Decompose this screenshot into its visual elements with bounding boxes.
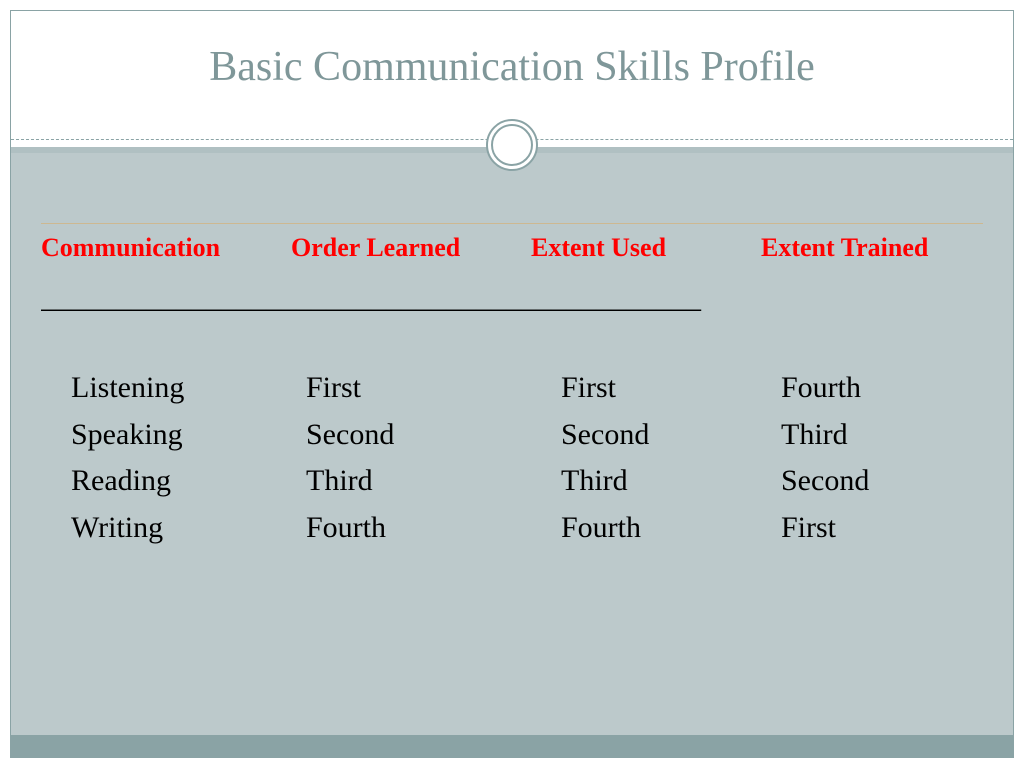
header-underline: ________________________________________… — [41, 281, 983, 315]
table-row: Speaking Second Second Third — [71, 412, 983, 459]
header-extent-used: Extent Used — [531, 233, 761, 263]
body-area: Communication Order Learned Extent Used … — [11, 153, 1013, 735]
cell: Writing — [71, 505, 306, 552]
header-communication: Communication — [41, 233, 291, 263]
slide-title: Basic Communication Skills Profile — [11, 43, 1013, 91]
cell: First — [306, 365, 561, 412]
header-extent-trained: Extent Trained — [761, 233, 981, 263]
cell: Third — [306, 458, 561, 505]
cell: Speaking — [71, 412, 306, 459]
cell: Fourth — [561, 505, 781, 552]
cell: Third — [781, 412, 961, 459]
table-row: Writing Fourth Fourth First — [71, 505, 983, 552]
cell: Third — [561, 458, 781, 505]
cell: First — [781, 505, 961, 552]
table-row: Listening First First Fourth — [71, 365, 983, 412]
thin-accent-line — [41, 223, 983, 224]
table-header-row: Communication Order Learned Extent Used … — [41, 233, 983, 263]
cell: Second — [781, 458, 961, 505]
header-order-learned: Order Learned — [291, 233, 531, 263]
table-row: Reading Third Third Second — [71, 458, 983, 505]
cell: First — [561, 365, 781, 412]
footer-band — [11, 735, 1013, 757]
circle-ornament-icon — [486, 119, 538, 171]
cell: Fourth — [781, 365, 961, 412]
cell: Fourth — [306, 505, 561, 552]
cell: Reading — [71, 458, 306, 505]
cell: Second — [561, 412, 781, 459]
table-body: Listening First First Fourth Speaking Se… — [41, 365, 983, 551]
slide-frame: Basic Communication Skills Profile Commu… — [10, 10, 1014, 758]
cell: Second — [306, 412, 561, 459]
cell: Listening — [71, 365, 306, 412]
